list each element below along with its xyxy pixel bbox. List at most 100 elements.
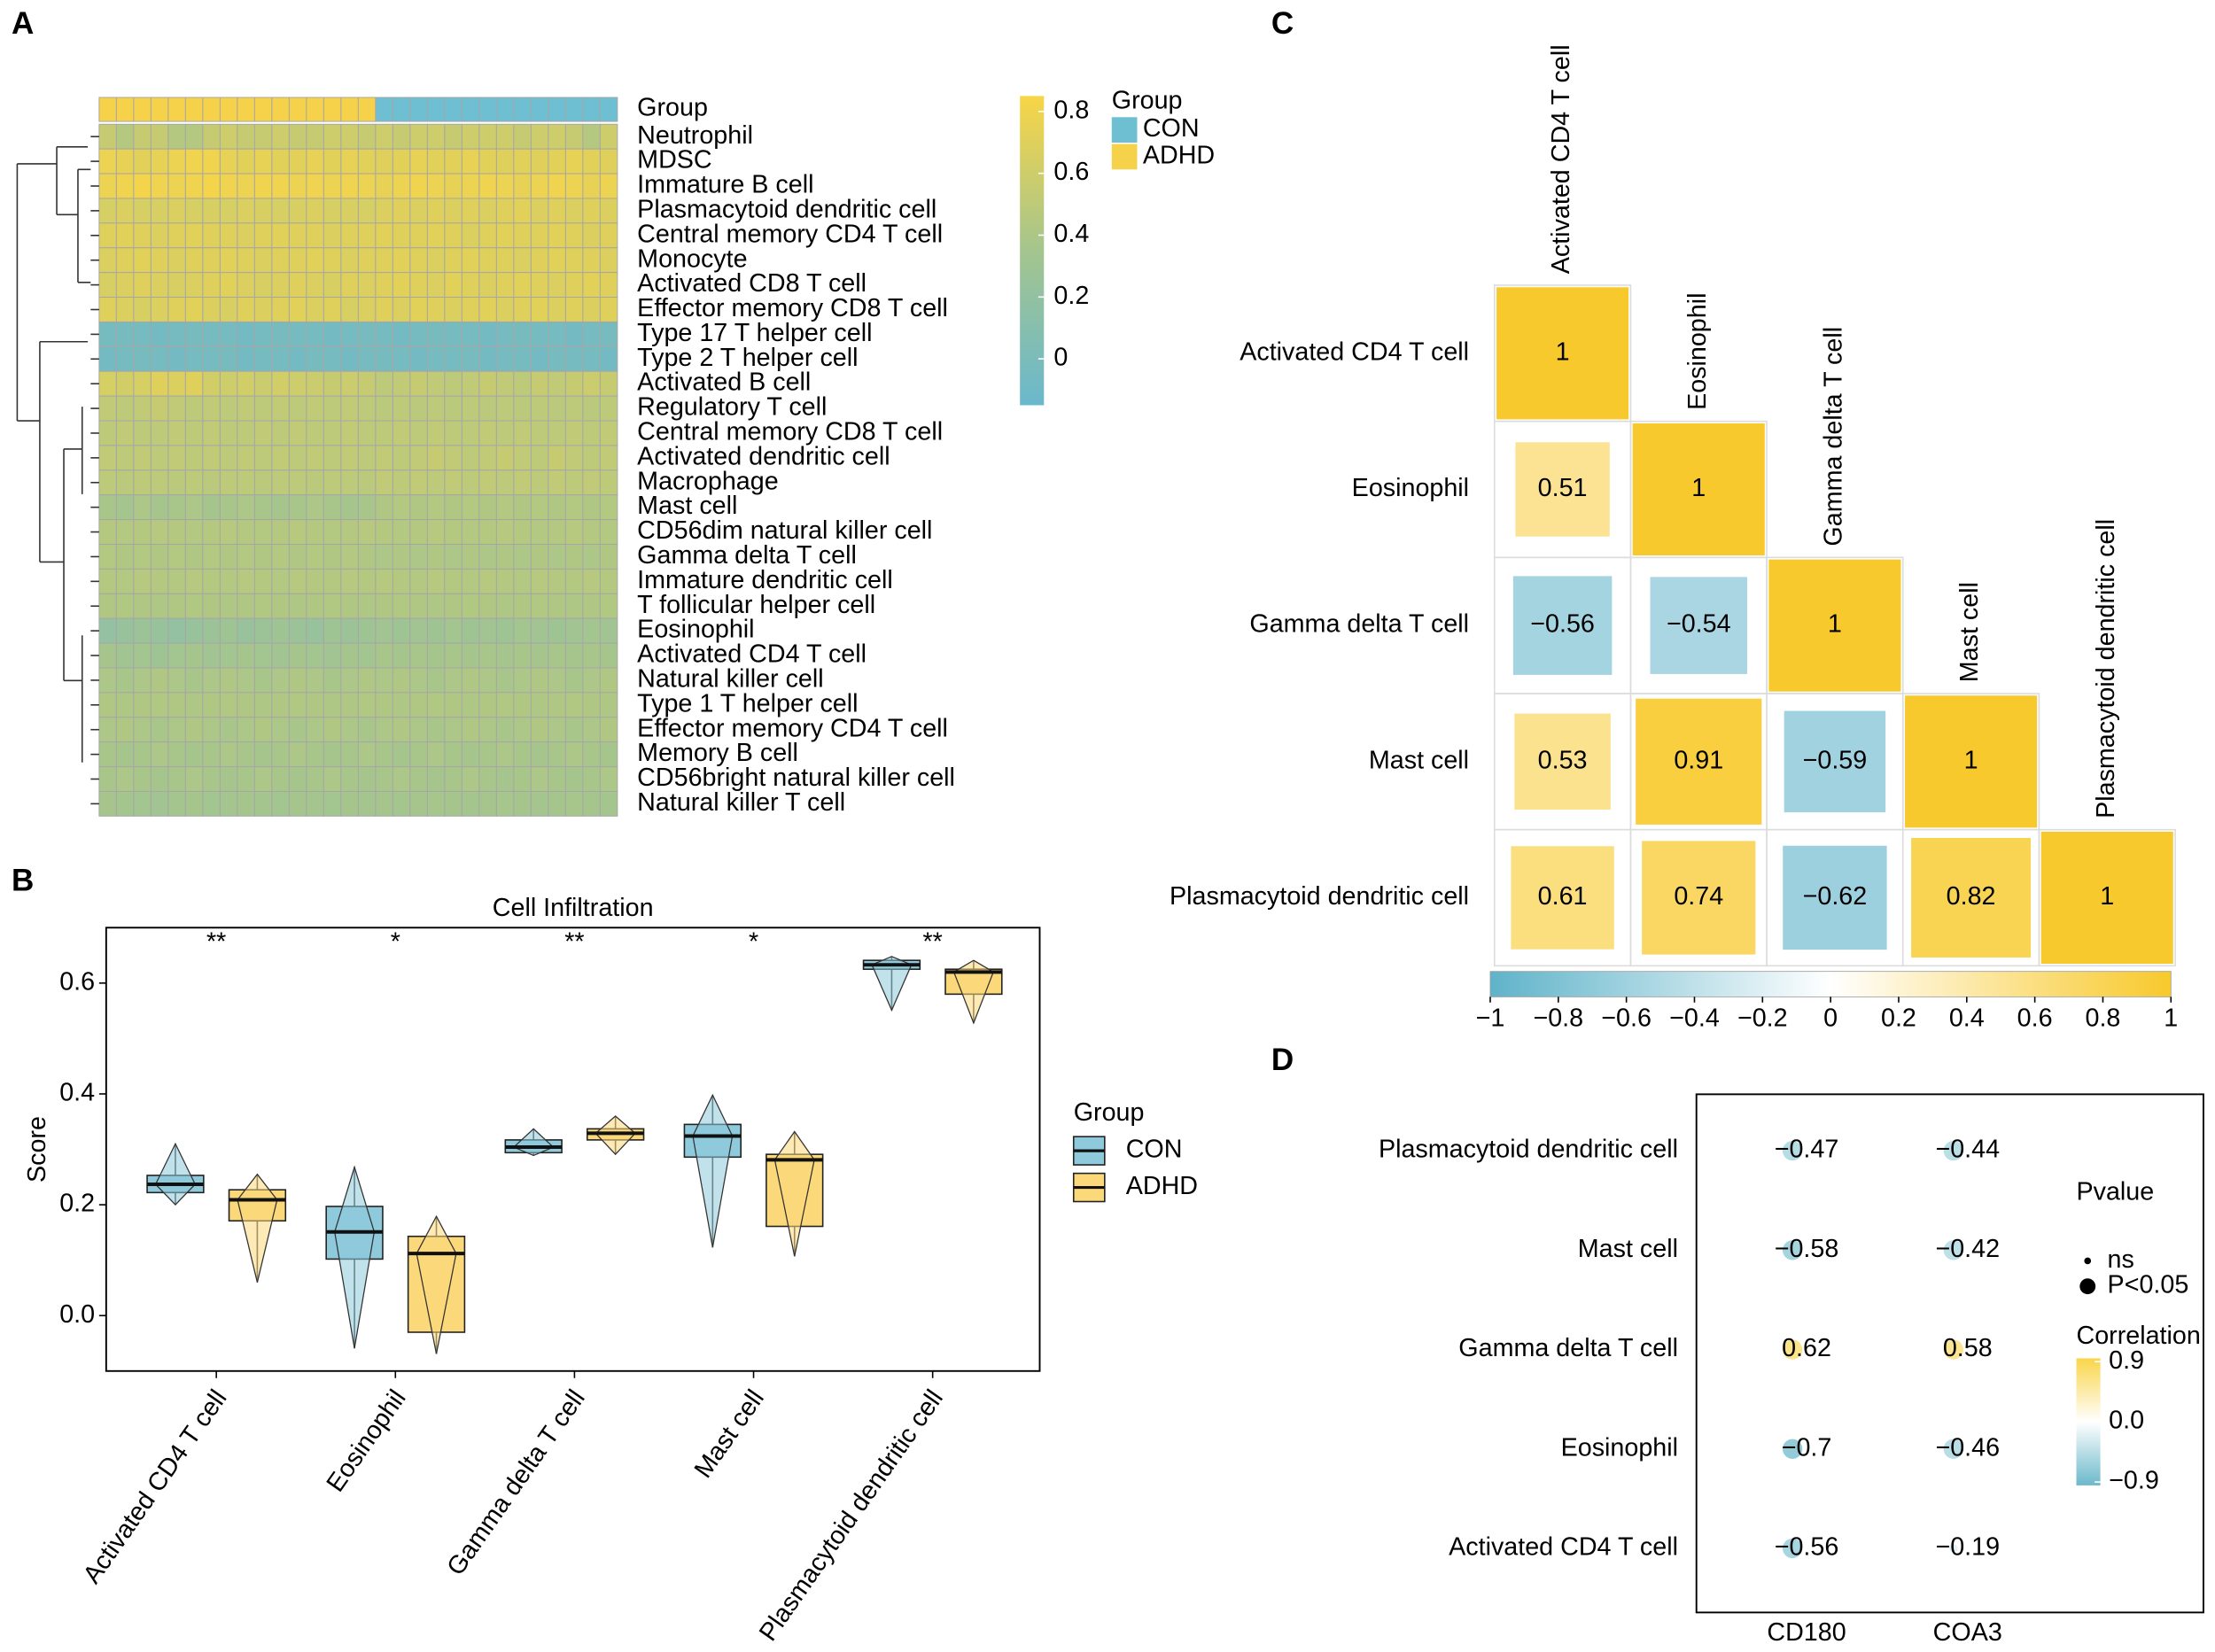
- heatmap-cell: [444, 345, 462, 372]
- group-cell: [392, 97, 411, 122]
- heatmap-cell: [461, 494, 480, 521]
- heatmap-cell: [392, 766, 411, 792]
- heatmap-cell: [426, 642, 446, 669]
- heatmap-cell: [184, 692, 204, 718]
- heatmap-cell: [392, 173, 411, 199]
- heatmap-cell: [98, 494, 117, 521]
- heatmap-cell: [564, 741, 584, 768]
- heatmap-cell: [202, 123, 221, 150]
- row-label: Effector memory CD8 T cell: [637, 294, 948, 322]
- heatmap-cell: [288, 222, 307, 249]
- heatmap-cell: [219, 297, 238, 322]
- y-tick-label: 0.6: [59, 967, 95, 996]
- heatmap-cell: [150, 790, 169, 817]
- heatmap-cell: [426, 790, 446, 817]
- heatmap-cell: [202, 667, 221, 694]
- heatmap-cell: [184, 766, 204, 792]
- heatmap-cell: [202, 370, 221, 397]
- heatmap-cell: [461, 297, 480, 322]
- heatmap-cell: [253, 494, 273, 521]
- heatmap-cell: [461, 173, 480, 199]
- heatmap-cell: [219, 642, 238, 669]
- heatmap-cell: [444, 297, 462, 322]
- heatmap-cell: [409, 544, 428, 570]
- heatmap-cell: [495, 395, 515, 422]
- heatmap-cell: [167, 519, 186, 545]
- heatmap-cell: [98, 667, 117, 694]
- heatmap-cell: [409, 445, 428, 471]
- heatmap-cell: [409, 519, 428, 545]
- heatmap-cell: [150, 420, 169, 446]
- heatmap-cell: [288, 321, 307, 347]
- heatmap-cell: [444, 445, 462, 471]
- legend-title: Correlation: [2076, 1322, 2200, 1350]
- heatmap-cell: [98, 198, 117, 224]
- corr-square: [1783, 845, 1887, 950]
- group-cell: [357, 97, 377, 122]
- heatmap-cell: [530, 494, 549, 521]
- significance: **: [564, 927, 584, 956]
- panel-label: C: [1271, 6, 1294, 41]
- heatmap-cell: [530, 445, 549, 471]
- dot-label: −0.7: [1782, 1433, 1832, 1462]
- heatmap-cell: [409, 321, 428, 347]
- dot: [1782, 1140, 1803, 1161]
- heatmap-cell: [599, 123, 618, 150]
- panel-label: D: [1271, 1043, 1294, 1077]
- heatmap-cell: [392, 667, 411, 694]
- heatmap-cell: [357, 222, 377, 249]
- heatmap-cell: [219, 370, 238, 397]
- heatmap-cell: [340, 766, 359, 792]
- heatmap-cell: [323, 544, 342, 570]
- heatmap-cell: [219, 568, 238, 594]
- heatmap-cell: [409, 692, 428, 718]
- heatmap-cell: [219, 123, 238, 150]
- heatmap-cell: [582, 345, 601, 372]
- heatmap-cell: [530, 247, 549, 274]
- heatmap-cell: [133, 148, 152, 175]
- heatmap-cell: [495, 617, 515, 644]
- heatmap-cell: [478, 667, 497, 694]
- heatmap-cell: [271, 321, 290, 347]
- violin: [692, 1093, 734, 1248]
- heatmap-cell: [202, 395, 221, 422]
- legend-label: ADHD: [1143, 142, 1215, 170]
- heatmap-cell: [237, 297, 255, 322]
- heatmap-cell: [271, 247, 290, 274]
- heatmap-cell: [513, 667, 532, 694]
- heatmap-cell: [357, 247, 377, 274]
- heatmap-cell: [548, 717, 566, 743]
- group-cell: [548, 97, 566, 122]
- heatmap-cell: [548, 420, 566, 446]
- heatmap-cell: [340, 345, 359, 372]
- heatmap-cell: [184, 617, 204, 644]
- heatmap-cell: [253, 123, 273, 150]
- heatmap-cell: [150, 148, 169, 175]
- heatmap-cell: [271, 445, 290, 471]
- heatmap-cell: [323, 345, 342, 372]
- heatmap-cell: [306, 692, 324, 718]
- heatmap-cell: [582, 445, 601, 471]
- heatmap-cell: [582, 420, 601, 446]
- heatmap-cell: [253, 692, 273, 718]
- row-label: Plasmacytoid dendritic cell: [1170, 882, 1469, 911]
- heatmap-cell: [392, 247, 411, 274]
- heatmap-cell: [495, 469, 515, 496]
- heatmap-cell: [150, 321, 169, 347]
- heatmap-cell: [426, 395, 446, 422]
- heatmap-cell: [461, 420, 480, 446]
- heatmap-cell: [513, 790, 532, 817]
- heatmap-cell: [495, 173, 515, 199]
- heatmap-cell: [444, 198, 462, 224]
- heatmap-cell: [444, 395, 462, 422]
- heatmap-cell: [461, 272, 480, 299]
- heatmap-cell: [513, 370, 532, 397]
- heatmap-cell: [237, 717, 255, 743]
- row-label: Macrophage: [637, 467, 778, 495]
- heatmap-cell: [98, 790, 117, 817]
- heatmap-cell: [288, 790, 307, 817]
- heatmap-cell: [323, 123, 342, 150]
- group-cell: [444, 97, 462, 122]
- heatmap-cell: [271, 297, 290, 322]
- heatmap-cell: [409, 741, 428, 768]
